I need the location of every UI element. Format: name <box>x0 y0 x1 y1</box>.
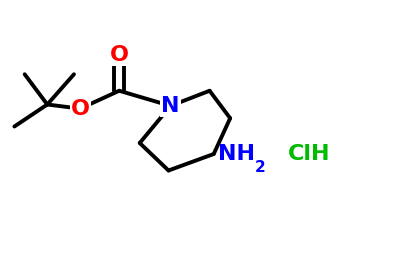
Text: 2: 2 <box>255 160 266 175</box>
Text: NH: NH <box>218 144 255 164</box>
Text: O: O <box>71 99 90 119</box>
Text: ClH: ClH <box>288 144 330 164</box>
Text: N: N <box>161 96 180 116</box>
Text: O: O <box>110 45 129 65</box>
